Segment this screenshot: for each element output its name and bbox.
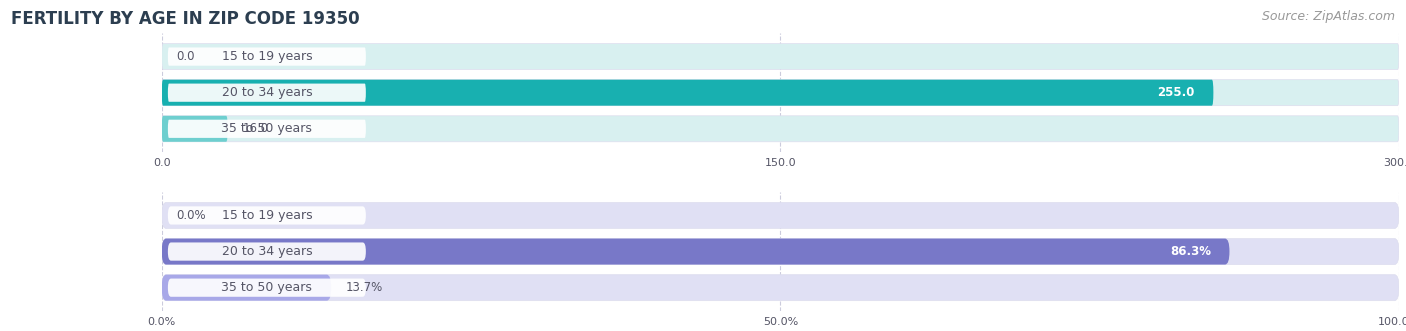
FancyBboxPatch shape <box>162 44 1399 70</box>
FancyBboxPatch shape <box>162 239 1399 264</box>
FancyBboxPatch shape <box>162 80 1213 106</box>
FancyBboxPatch shape <box>167 206 366 224</box>
FancyBboxPatch shape <box>162 239 1229 264</box>
Text: 0.0%: 0.0% <box>177 209 207 222</box>
Text: 35 to 50 years: 35 to 50 years <box>221 281 312 294</box>
Text: 255.0: 255.0 <box>1157 86 1195 99</box>
Text: 20 to 34 years: 20 to 34 years <box>222 86 312 99</box>
Text: 0.0: 0.0 <box>177 50 195 63</box>
FancyBboxPatch shape <box>167 47 366 66</box>
FancyBboxPatch shape <box>162 203 1399 228</box>
FancyBboxPatch shape <box>162 116 228 142</box>
Text: 15 to 19 years: 15 to 19 years <box>222 209 312 222</box>
FancyBboxPatch shape <box>162 275 1399 301</box>
Text: 15 to 19 years: 15 to 19 years <box>222 50 312 63</box>
Text: 35 to 50 years: 35 to 50 years <box>221 122 312 135</box>
Text: 86.3%: 86.3% <box>1170 245 1211 258</box>
FancyBboxPatch shape <box>162 80 1399 106</box>
Text: 16.0: 16.0 <box>242 122 269 135</box>
FancyBboxPatch shape <box>162 275 332 301</box>
Text: 20 to 34 years: 20 to 34 years <box>222 245 312 258</box>
FancyBboxPatch shape <box>162 116 1399 142</box>
FancyBboxPatch shape <box>167 243 366 260</box>
Text: Source: ZipAtlas.com: Source: ZipAtlas.com <box>1261 10 1395 23</box>
FancyBboxPatch shape <box>167 84 366 102</box>
Text: 13.7%: 13.7% <box>346 281 384 294</box>
FancyBboxPatch shape <box>167 279 366 297</box>
Text: FERTILITY BY AGE IN ZIP CODE 19350: FERTILITY BY AGE IN ZIP CODE 19350 <box>11 10 360 28</box>
FancyBboxPatch shape <box>167 120 366 138</box>
